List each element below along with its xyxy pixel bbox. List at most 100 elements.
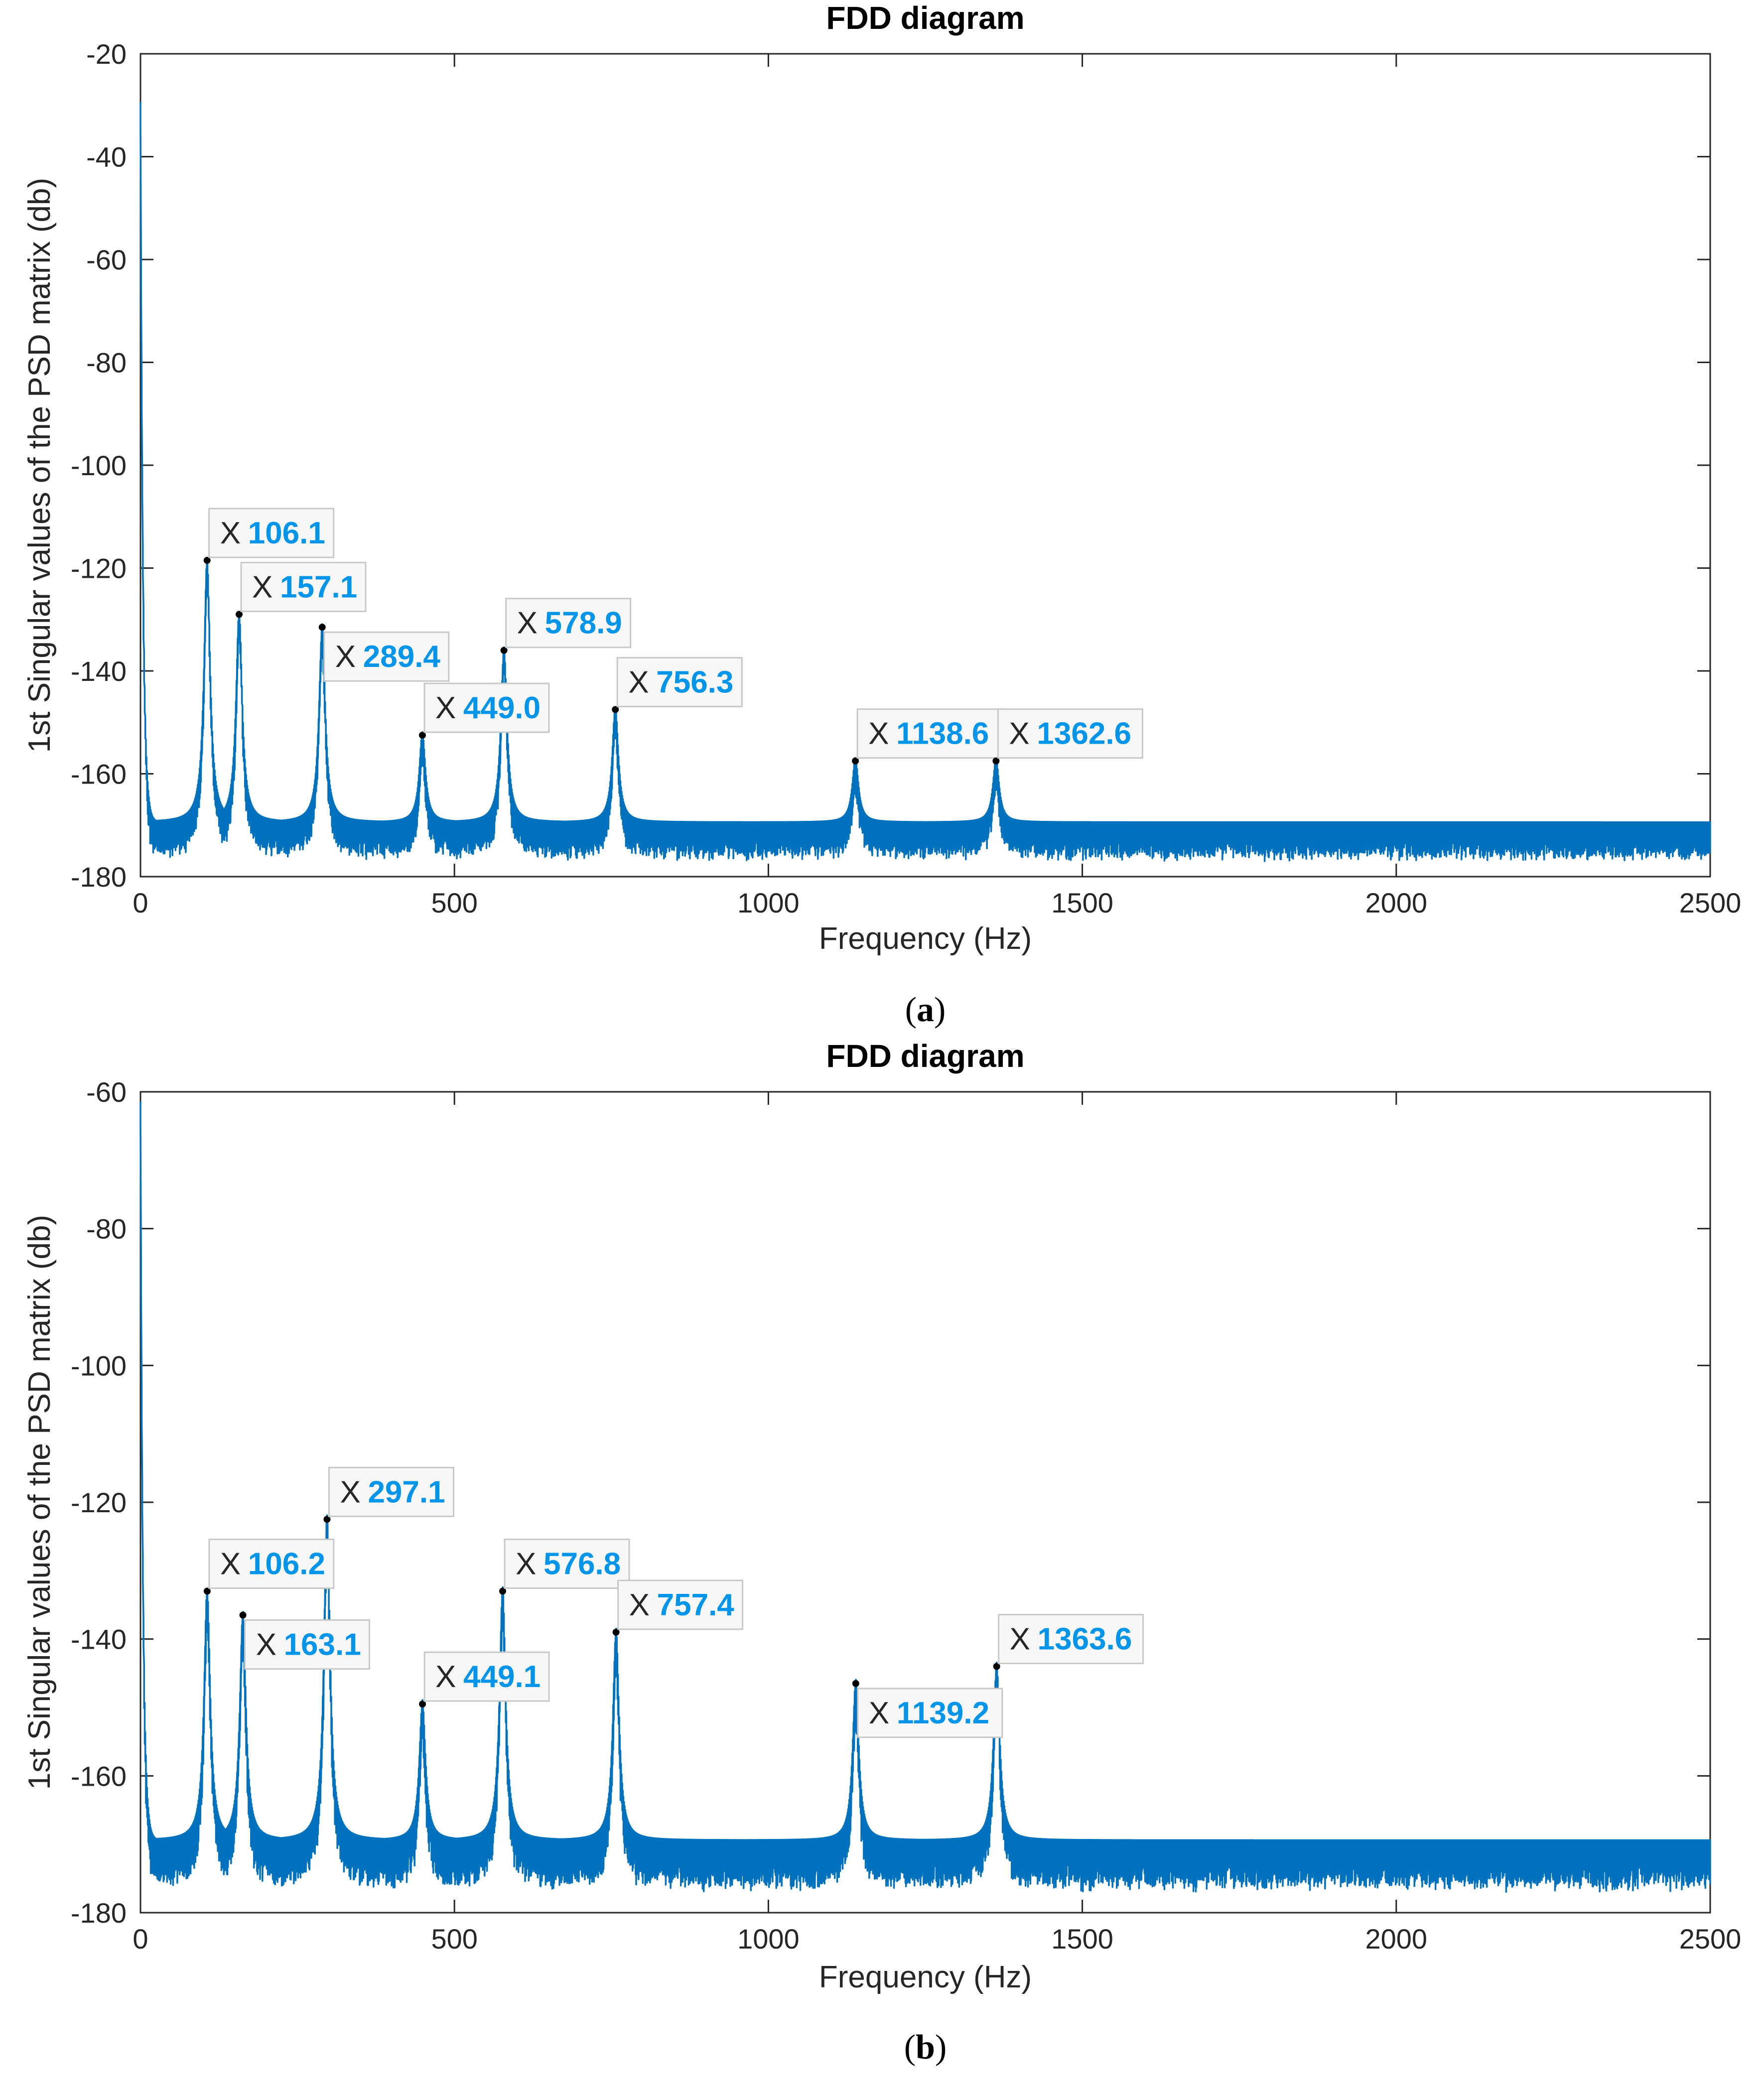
peak-marker — [239, 1611, 247, 1619]
peak-marker — [419, 1700, 426, 1708]
y-axis-label: 1st Singular values of the PSD matrix (d… — [22, 1215, 57, 1790]
data-tip-x-label: X — [1009, 717, 1029, 751]
peak-marker — [992, 757, 1000, 765]
peak-marker — [500, 647, 508, 654]
data-tip-x-label: X — [256, 1628, 276, 1662]
x-tick-label: 1000 — [737, 887, 800, 918]
x-tick-label: 0 — [133, 887, 148, 918]
y-tick-label: -120 — [71, 1487, 127, 1518]
data-tip-value: 289.4 — [363, 640, 441, 674]
data-tip-box — [998, 1614, 1144, 1665]
data-tip-value: 756.3 — [656, 665, 733, 699]
peak-marker — [612, 706, 619, 713]
peak-marker — [323, 1516, 331, 1523]
y-tick-label: -80 — [86, 1213, 127, 1245]
data-tip-box — [328, 1466, 454, 1517]
x-tick-label: 500 — [431, 887, 477, 918]
data-tip-x-label: X — [628, 665, 649, 699]
y-tick-label: -140 — [71, 1624, 127, 1655]
x-axis-label: Frequency (Hz) — [819, 1960, 1032, 1994]
data-tip[interactable]: X 297.1 — [328, 1466, 454, 1517]
data-tip[interactable]: X 576.8 — [504, 1539, 630, 1589]
data-tip-x-label: X — [220, 516, 241, 550]
data-tip-value: 449.1 — [463, 1660, 541, 1694]
x-tick-label: 2500 — [1679, 1923, 1742, 1955]
data-tip-x-label: X — [516, 1547, 536, 1581]
data-tip-value: 106.1 — [248, 516, 325, 550]
x-tick-label: 2000 — [1365, 887, 1428, 918]
data-tip-value: 297.1 — [368, 1475, 445, 1509]
data-tip[interactable]: X 757.4 — [617, 1579, 744, 1630]
x-tick-label: 2000 — [1365, 1923, 1428, 1955]
data-tip-box — [423, 1651, 550, 1702]
data-tip-x-label: X — [868, 717, 889, 751]
y-tick-label: -60 — [86, 1076, 127, 1108]
x-tick-label: 2500 — [1679, 887, 1742, 918]
data-tip-x-label: X — [435, 1660, 456, 1694]
data-tip-box — [997, 708, 1143, 759]
data-tip-box — [856, 708, 1003, 759]
data-tip-x-label: X — [629, 1588, 650, 1622]
data-tip-x-label: X — [220, 1547, 241, 1581]
data-tip-box — [208, 508, 335, 558]
y-tick-label: -20 — [86, 38, 127, 70]
panel-caption: (b) — [904, 2028, 947, 2067]
data-tip-value: 1362.6 — [1037, 717, 1131, 751]
data-tip[interactable]: X 106.1 — [208, 508, 335, 558]
data-tip-x-label: X — [869, 1696, 889, 1730]
peak-marker — [203, 557, 211, 564]
data-tip[interactable]: X 1362.6 — [997, 708, 1143, 759]
data-tip[interactable]: X 756.3 — [616, 656, 743, 707]
data-tip[interactable]: X 449.0 — [423, 682, 550, 733]
data-tip-x-label: X — [435, 691, 456, 725]
peak-marker — [852, 757, 859, 765]
data-tip-value: 578.9 — [545, 606, 622, 641]
data-tip[interactable]: X 1363.6 — [998, 1614, 1144, 1665]
y-axis-label: 1st Singular values of the PSD matrix (d… — [22, 178, 57, 753]
chart-panel-b: FDD diagram 0 500 1000 1500 2000 2500 -180 -160 -… — [22, 1038, 1741, 2067]
data-tip[interactable]: X 1139.2 — [857, 1688, 1003, 1738]
data-tip-value: 1138.6 — [896, 717, 989, 751]
data-tip-box — [423, 682, 550, 733]
data-tip-value: 1363.6 — [1038, 1622, 1132, 1657]
data-tip-box — [208, 1539, 335, 1589]
data-tip[interactable]: X 449.1 — [423, 1651, 550, 1702]
data-tip[interactable]: X 578.9 — [505, 598, 632, 649]
data-tip-box — [616, 656, 743, 707]
peak-marker — [499, 1587, 506, 1595]
data-tip[interactable]: X 157.1 — [240, 561, 367, 612]
peak-marker — [203, 1587, 211, 1595]
series-line — [139, 1101, 1711, 1893]
data-tip-value: 157.1 — [280, 570, 357, 604]
data-tip-value: 757.4 — [657, 1588, 735, 1622]
y-tick-label: -60 — [86, 244, 127, 275]
data-tip[interactable]: X 106.2 — [208, 1539, 335, 1589]
data-tip-box — [505, 598, 632, 649]
data-tip-box — [323, 631, 450, 682]
x-tick-label: 1500 — [1051, 1923, 1113, 1955]
series-line — [139, 102, 1711, 862]
chart-title: FDD diagram — [826, 1038, 1024, 1074]
y-tick-label: -140 — [71, 655, 127, 687]
data-tip-box — [857, 1688, 1003, 1738]
data-tip[interactable]: X 289.4 — [323, 631, 450, 682]
y-tick-label: -160 — [71, 1760, 127, 1792]
data-tip[interactable]: X 1138.6 — [856, 708, 1003, 759]
y-tick-label: -120 — [71, 553, 127, 584]
chart-panel-a: FDD diagram 0 500 1000 1500 2000 2500 -180 -160 -… — [22, 0, 1741, 1029]
panel-caption: (a) — [905, 991, 946, 1029]
data-tip-x-label: X — [1010, 1622, 1030, 1657]
data-tip-x-label: X — [252, 570, 272, 604]
peak-marker — [612, 1628, 620, 1636]
y-tick-label: -180 — [71, 1897, 127, 1929]
x-tick-label: 1500 — [1051, 887, 1113, 918]
peak-marker — [318, 624, 326, 631]
data-tip[interactable]: X 163.1 — [244, 1619, 371, 1670]
y-tick-label: -80 — [86, 347, 127, 379]
data-tip-value: 576.8 — [543, 1547, 621, 1581]
peak-marker — [852, 1680, 859, 1687]
data-tip-value: 163.1 — [284, 1628, 361, 1662]
x-tick-label: 500 — [431, 1923, 477, 1955]
data-tip-x-label: X — [340, 1475, 360, 1509]
